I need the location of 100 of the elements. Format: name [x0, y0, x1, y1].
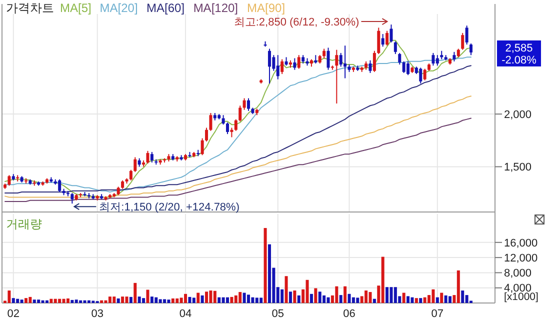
bar	[171, 298, 174, 303]
candlestick	[335, 49, 338, 104]
bar	[386, 287, 389, 303]
bar	[188, 296, 192, 303]
candlestick	[372, 50, 376, 72]
y-tick-label: 2,000	[504, 108, 532, 121]
bar	[423, 297, 426, 303]
bar	[58, 298, 62, 303]
candlestick	[238, 105, 242, 122]
bar	[205, 292, 208, 303]
x-tick-label: 05	[272, 308, 284, 320]
bar	[348, 294, 351, 303]
bar	[74, 300, 78, 303]
bar	[41, 300, 44, 303]
bar	[288, 292, 292, 303]
candlestick	[230, 127, 234, 138]
candlestick	[402, 60, 406, 74]
line-series	[4, 96, 472, 198]
bar	[50, 298, 53, 303]
bar	[192, 298, 196, 303]
annotation: 최저:1,150 (2/20, +124.78%)	[99, 202, 240, 214]
text: MA[5]	[60, 1, 92, 15]
candlestick	[200, 138, 204, 156]
bar	[20, 300, 24, 303]
candlestick	[390, 24, 393, 43]
candlestick	[465, 25, 468, 46]
bar	[406, 296, 410, 303]
bar	[163, 299, 166, 303]
candlestick	[293, 58, 296, 70]
bar	[246, 294, 250, 303]
y-tick-label: 8,000	[504, 268, 532, 280]
bar	[154, 297, 158, 303]
candlestick	[150, 151, 154, 163]
candlestick	[129, 169, 132, 181]
bar	[226, 297, 230, 303]
bar	[213, 290, 216, 303]
bar	[322, 295, 326, 303]
y-axis-title: [x1000]	[504, 291, 539, 303]
x-tick-label: 07	[431, 308, 444, 320]
bar	[352, 297, 355, 303]
candlestick	[276, 54, 280, 80]
candlestick	[344, 45, 347, 79]
bar	[129, 296, 132, 303]
candlestick	[297, 54, 300, 70]
bar	[344, 286, 347, 303]
text: MA[90]	[247, 1, 286, 15]
bar	[314, 288, 318, 303]
candlestick	[280, 58, 284, 75]
bar	[310, 294, 313, 303]
bar	[209, 290, 212, 303]
bar	[218, 297, 221, 303]
bar	[8, 290, 11, 303]
bar	[238, 292, 242, 303]
bar	[436, 297, 439, 303]
bar	[326, 297, 330, 303]
bar	[196, 292, 200, 303]
bar	[112, 296, 116, 303]
bar	[444, 295, 448, 303]
bar	[419, 298, 422, 303]
bar	[54, 298, 57, 303]
candlestick	[461, 32, 464, 50]
bar	[372, 298, 376, 303]
x-tick-label: 03	[91, 308, 104, 320]
bar	[242, 292, 246, 303]
bar	[16, 298, 20, 303]
bar	[108, 296, 112, 303]
candlestick	[242, 98, 246, 110]
bar	[339, 295, 342, 303]
text: MA[120]	[193, 1, 238, 15]
candlestick	[436, 54, 439, 66]
candlestick	[406, 60, 410, 76]
x-tick-label: 04	[179, 308, 192, 320]
bar	[45, 300, 48, 303]
bar	[356, 298, 360, 303]
bar	[134, 282, 137, 303]
bar	[83, 300, 86, 303]
bar	[116, 298, 120, 303]
candlestick	[134, 156, 137, 172]
bar	[255, 298, 258, 303]
bar	[381, 256, 384, 303]
bar	[234, 295, 238, 303]
bar	[364, 290, 368, 303]
candlestick	[339, 52, 342, 68]
bar	[402, 292, 406, 303]
bar	[264, 228, 267, 303]
bar	[125, 296, 128, 303]
bar	[335, 286, 338, 303]
bar	[297, 295, 300, 303]
bar	[62, 298, 66, 303]
bar	[104, 300, 108, 303]
candlestick	[322, 48, 326, 59]
annotation: 최고:2,850 (6/12, -9.30%)	[234, 16, 360, 29]
bar	[448, 296, 452, 303]
line-series	[4, 118, 472, 202]
candlestick	[326, 47, 330, 70]
candlestick	[419, 67, 422, 84]
bar	[138, 296, 141, 303]
candlestick	[381, 34, 384, 48]
bar	[79, 300, 82, 303]
candlestick	[234, 118, 238, 132]
